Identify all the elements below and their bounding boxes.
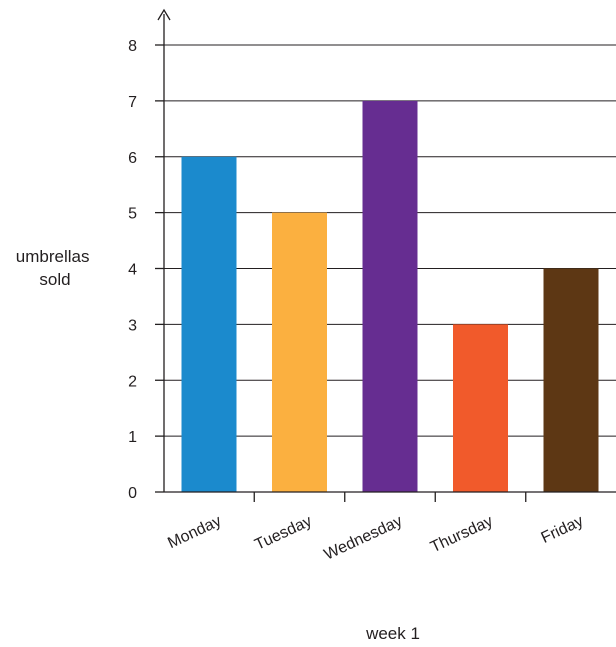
y-tick-label: 0: [128, 485, 137, 502]
y-tick-label: 1: [128, 429, 137, 446]
y-ticks: 0 1 2 3 4 5 6 7 8: [128, 38, 164, 502]
y-tick-label: 6: [128, 150, 137, 167]
bar-friday: [543, 268, 599, 492]
bar-monday: [181, 156, 237, 492]
x-tick-label: Tuesday: [252, 513, 314, 554]
y-axis-title-line-1: umbrellas: [16, 247, 90, 266]
x-axis-title: week 1: [365, 624, 420, 643]
bar-tuesday: [272, 212, 327, 492]
bar-thursday: [453, 324, 508, 492]
x-tick-label: Thursday: [428, 513, 496, 557]
category-labels: Monday Tuesday Wednesday Thursday Friday: [165, 513, 586, 564]
y-tick-label: 4: [128, 262, 137, 279]
y-axis-arrow-icon: [157, 8, 171, 21]
y-tick-label: 3: [128, 317, 137, 334]
x-tick-label: Monday: [165, 513, 224, 552]
axes: [157, 8, 616, 493]
y-axis-title: umbrellas sold: [16, 247, 94, 289]
y-tick-label: 7: [128, 94, 137, 111]
x-ticks: [253, 492, 527, 502]
bars: [181, 100, 599, 492]
x-tick-label: Wednesday: [322, 513, 405, 564]
bar-wednesday: [362, 100, 418, 492]
y-axis-title-line-2: sold: [39, 270, 70, 289]
y-tick-label: 2: [128, 373, 137, 390]
y-tick-label: 8: [128, 38, 137, 55]
y-tick-label: 5: [128, 206, 137, 223]
x-tick-label: Friday: [539, 513, 586, 547]
